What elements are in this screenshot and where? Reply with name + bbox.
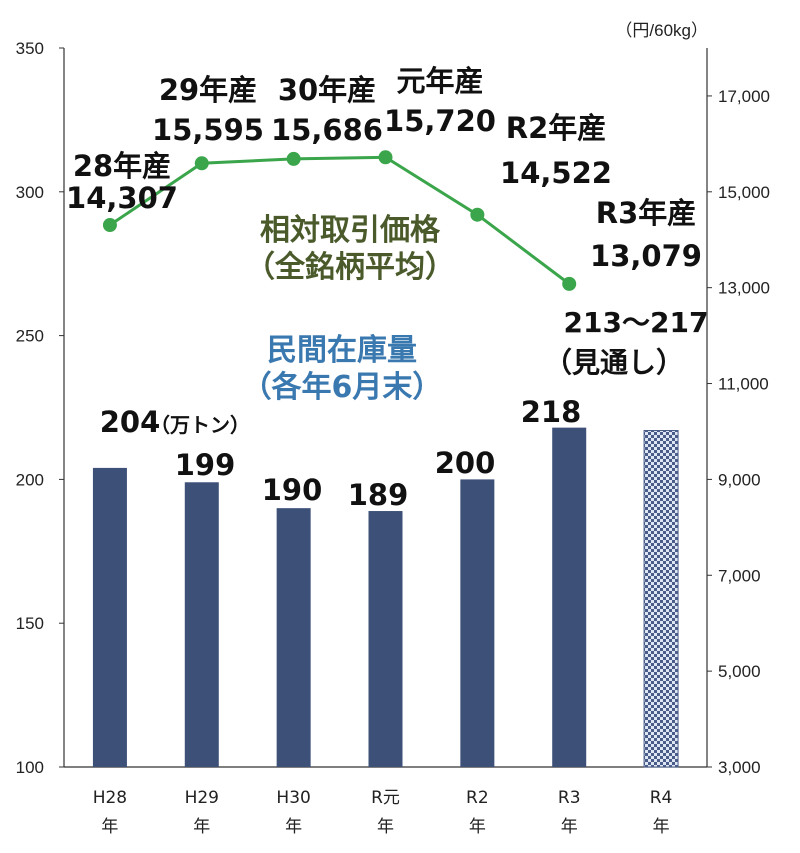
price-year-label: 30年産	[278, 73, 376, 107]
right-tick-label: 5,000	[718, 662, 761, 681]
price-value-label: 14,307	[66, 181, 178, 215]
right-axis-unit: （円/60kg）	[615, 21, 708, 40]
x-tick-label: 年	[193, 817, 210, 837]
bar-value-label: 190	[262, 473, 323, 507]
forecast-bar	[643, 430, 679, 768]
x-tick-label: 年	[653, 817, 670, 837]
left-tick-label: 350	[16, 39, 44, 58]
inventory-bar	[460, 479, 495, 767]
bar-value-label: 199	[175, 448, 236, 482]
right-y-axis: 3,000 5,000 7,000 9,000 11,000 13,000 15,000 17…	[707, 87, 770, 777]
bar-value-label: 218	[521, 395, 582, 429]
price-year-label: 29年産	[159, 73, 257, 107]
x-tick-label: 年	[377, 817, 394, 837]
right-tick-label: 7,000	[718, 566, 761, 585]
price-series-line	[109, 155, 571, 286]
right-tick-label: 3,000	[718, 758, 761, 777]
right-tick-label: 15,000	[718, 183, 770, 202]
inventory-bar	[276, 508, 311, 767]
price-point	[470, 207, 485, 222]
price-point	[286, 151, 301, 166]
price-year-label: 元年産	[396, 64, 483, 98]
x-axis-labels: H28 年 H29 年 H30 年 R元年 R2 年 R3 年 R4 年	[93, 788, 673, 837]
x-tick-label: R2	[466, 788, 489, 808]
price-point	[194, 156, 209, 171]
price-year-label: 28年産	[73, 149, 171, 183]
x-tick-label: H29	[185, 788, 219, 808]
price-line	[102, 150, 577, 291]
price-series-title: 相対取引価格	[260, 213, 441, 248]
inventory-bar	[368, 511, 403, 767]
x-tick-label: 年	[101, 817, 118, 837]
inventory-bar	[552, 427, 587, 767]
left-tick-label: 250	[16, 327, 44, 346]
right-tick-label: 9,000	[718, 470, 761, 489]
inventory-series-subtitle: （各年6月末）	[242, 370, 443, 405]
price-year-label: R2年産	[506, 111, 607, 145]
inventory-bar	[92, 467, 127, 767]
price-point	[562, 276, 577, 291]
price-value-label: 13,079	[590, 239, 702, 273]
x-tick-label: 年	[561, 817, 578, 837]
left-tick-label: 200	[16, 470, 44, 489]
price-point	[102, 218, 117, 233]
bar-value-label: 189	[348, 478, 409, 512]
inventory-bars	[92, 427, 679, 768]
forecast-value-label: 213～217	[564, 306, 709, 339]
x-tick-label: R4	[650, 788, 673, 808]
inventory-bar	[184, 482, 219, 767]
bar-value-label: 204	[100, 405, 161, 439]
left-tick-label: 100	[16, 758, 44, 777]
right-tick-label: 17,000	[718, 87, 770, 106]
x-tick-label: 年	[469, 817, 486, 837]
bar-value-label: 200	[435, 446, 496, 480]
price-value-label: 14,522	[500, 156, 612, 190]
left-tick-label: 300	[16, 183, 44, 202]
x-tick-label: R3	[558, 788, 581, 808]
x-tick-label: H30	[276, 788, 310, 808]
x-tick-label: R元	[371, 788, 400, 808]
price-value-label: 15,595	[152, 113, 264, 147]
right-tick-label: 13,000	[718, 279, 770, 298]
price-value-label: 15,720	[384, 104, 496, 138]
price-value-label: 15,686	[271, 113, 383, 147]
left-tick-label: 150	[16, 614, 44, 633]
inventory-series-title: 民間在庫量	[267, 333, 417, 368]
right-tick-label: 11,000	[718, 375, 769, 394]
forecast-note-label: （見通し）	[544, 346, 684, 379]
x-tick-label: H28	[93, 788, 127, 808]
left-y-axis: 100 150 200 250 300 350	[16, 39, 64, 777]
price-series-subtitle: （全銘柄平均）	[245, 250, 455, 285]
price-year-label: R3年産	[596, 196, 697, 230]
bar-unit-label: （万トン）	[150, 413, 250, 437]
x-tick-label: 年	[285, 817, 302, 837]
price-point	[378, 150, 393, 165]
